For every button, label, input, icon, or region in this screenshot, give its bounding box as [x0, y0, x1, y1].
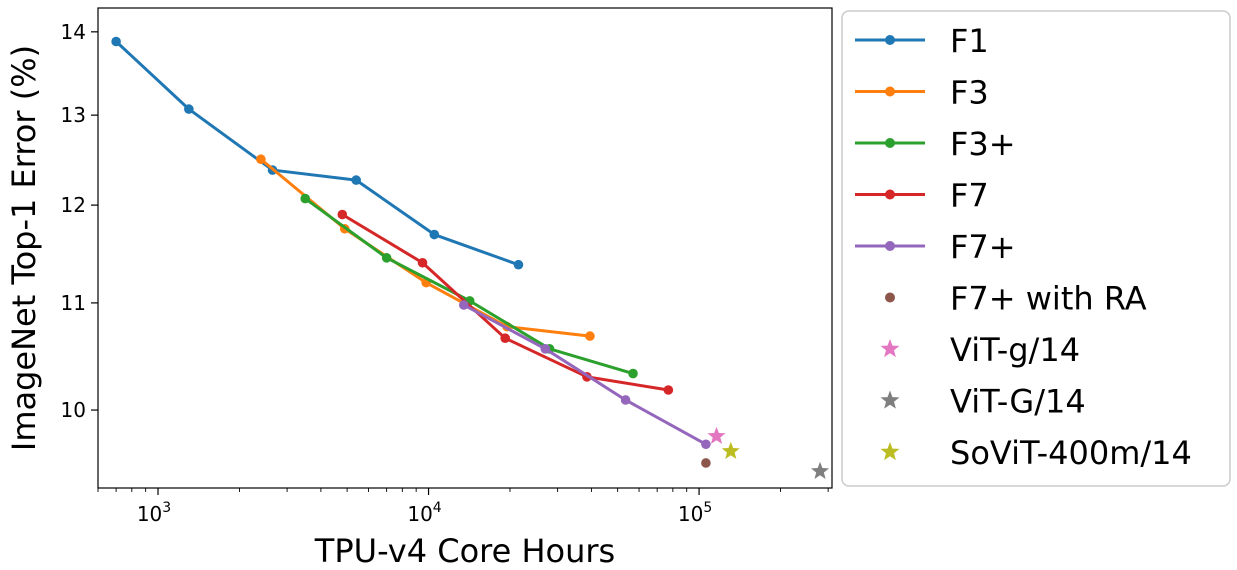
legend-item-vit-g-14: ViT-g/14	[880, 331, 1080, 369]
data-point	[701, 439, 711, 450]
series-line	[115, 40, 519, 267]
data-point	[417, 257, 428, 268]
legend-marker	[885, 292, 895, 303]
series-f7	[459, 300, 711, 450]
y-tick-label: 12	[61, 193, 86, 217]
legend-label: F7	[950, 177, 989, 215]
x-tick-label: 105	[678, 500, 712, 526]
y-tick-label: 11	[61, 291, 86, 315]
data-point	[585, 331, 595, 341]
legend-marker	[885, 189, 895, 200]
data-point	[459, 300, 469, 310]
legend-label: F7+	[950, 228, 1016, 266]
y-tick-label: 14	[61, 20, 86, 44]
data-point	[256, 154, 266, 165]
legend-item-f3: F3+	[855, 125, 1016, 163]
legend-label: F1	[950, 22, 989, 60]
series-f7-with-ra	[701, 458, 711, 468]
data-point	[513, 259, 524, 270]
data-point	[300, 193, 311, 204]
data-point	[707, 426, 726, 444]
data-point	[500, 333, 510, 344]
legend-item-f7-with-ra: F7+ with RA	[885, 280, 1147, 318]
series-line	[463, 303, 707, 446]
y-tick-label: 10	[61, 398, 86, 422]
data-point	[337, 209, 348, 220]
data-point	[628, 368, 638, 379]
data-point	[184, 104, 194, 114]
y-axis-title: ImageNet Top-1 Error (%)	[5, 45, 43, 451]
legend-item-f7: F7+	[855, 228, 1016, 266]
series-line	[341, 213, 669, 392]
data-point	[620, 395, 631, 405]
data-point	[663, 385, 674, 395]
legend-marker	[880, 390, 900, 409]
legend-label: F3	[950, 74, 989, 112]
data-point	[721, 441, 740, 459]
series-vit-g-14	[707, 426, 726, 444]
legend-item-f1: F1	[855, 22, 989, 60]
series-layer	[111, 36, 830, 479]
y-tick-label: 13	[61, 103, 86, 127]
legend-marker	[885, 35, 895, 45]
data-point	[429, 229, 440, 240]
legend-label: F7+ with RA	[950, 280, 1147, 318]
legend-marker	[880, 339, 900, 358]
legend-label: ViT-G/14	[950, 383, 1086, 421]
x-tick-label: 104	[407, 500, 441, 526]
series-line	[304, 197, 634, 375]
series-f7	[337, 209, 674, 395]
data-point	[540, 343, 551, 354]
data-point	[111, 36, 121, 47]
legend-item-f3: F3	[855, 74, 989, 112]
axis-layer: 103 104 105 10 11 12 13 14	[61, 20, 829, 526]
legend-label: ViT-g/14	[950, 331, 1080, 369]
x-axis-title: TPU-v4 Core Hours	[314, 532, 615, 570]
legend-marker	[885, 138, 895, 148]
legend-item-sovit-400m-14: SoViT-400m/14	[880, 434, 1192, 472]
legend-layer: F1 F3 F3+ F7 F7+ F7+ with RA ViT-g/14 ViT-G/14 S…	[855, 22, 1192, 472]
series-sovit-400m-14	[721, 441, 740, 459]
legend-item-f7: F7	[855, 177, 989, 215]
series-vit-g-14	[811, 461, 830, 479]
legend-marker	[885, 86, 895, 97]
plot-area	[97, 7, 833, 489]
data-point	[351, 175, 361, 185]
x-tick-label: 103	[137, 500, 171, 526]
data-point	[381, 253, 392, 263]
data-point	[701, 458, 711, 468]
data-point	[811, 461, 830, 479]
series-f3	[256, 154, 595, 341]
legend-marker	[880, 442, 900, 461]
legend-label: F3+	[950, 125, 1016, 163]
series-line	[259, 158, 591, 338]
legend-label: SoViT-400m/14	[950, 434, 1192, 472]
legend-item-vit-g-14: ViT-G/14	[880, 383, 1086, 421]
legend	[841, 10, 1231, 487]
series-f1	[111, 36, 524, 270]
legend-marker	[885, 241, 895, 251]
